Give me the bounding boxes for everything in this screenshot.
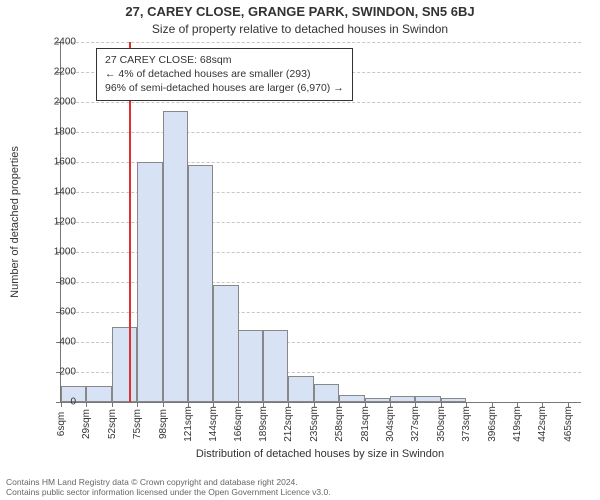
xtick-label: 281sqm xyxy=(360,406,371,442)
xtick-label: 6sqm xyxy=(56,412,67,436)
xtick-label: 419sqm xyxy=(512,406,523,442)
histogram-bar xyxy=(390,396,415,402)
xtick-label: 304sqm xyxy=(385,406,396,442)
histogram-bar xyxy=(112,327,137,402)
footer-attribution: Contains HM Land Registry data © Crown c… xyxy=(6,477,331,497)
plot-area: 6sqm29sqm52sqm75sqm98sqm121sqm144sqm166s… xyxy=(60,42,581,403)
histogram-bar xyxy=(238,330,263,402)
xtick-label: 373sqm xyxy=(461,406,472,442)
ytick-label: 1200 xyxy=(36,217,76,228)
ytick-label: 0 xyxy=(36,397,76,408)
ytick-label: 200 xyxy=(36,367,76,378)
xtick-label: 212sqm xyxy=(283,406,294,442)
histogram-bar xyxy=(137,162,162,402)
ytick-label: 2000 xyxy=(36,97,76,108)
xtick-label: 121sqm xyxy=(183,406,194,442)
footer-line1: Contains HM Land Registry data © Crown c… xyxy=(6,477,331,487)
y-axis-label: Number of detached properties xyxy=(8,42,22,402)
xtick-mark xyxy=(163,402,164,407)
xtick-label: 258sqm xyxy=(334,406,345,442)
histogram-bar xyxy=(415,396,440,402)
gridline xyxy=(61,102,581,103)
xtick-label: 52sqm xyxy=(107,409,118,439)
histogram-bar xyxy=(288,376,313,402)
x-axis-label: Distribution of detached houses by size … xyxy=(60,448,580,460)
chart-subtitle: Size of property relative to detached ho… xyxy=(0,22,600,36)
footer-line2: Contains public sector information licen… xyxy=(6,487,331,497)
ytick-label: 1000 xyxy=(36,247,76,258)
gridline xyxy=(61,132,581,133)
annotation-line: 96% of semi-detached houses are larger (… xyxy=(105,81,344,95)
xtick-mark xyxy=(86,402,87,407)
ytick-label: 400 xyxy=(36,337,76,348)
histogram-bar xyxy=(213,285,238,402)
xtick-label: 189sqm xyxy=(258,406,269,442)
histogram-bar xyxy=(188,165,213,402)
histogram-bar xyxy=(365,398,390,403)
xtick-label: 442sqm xyxy=(537,406,548,442)
ytick-label: 1600 xyxy=(36,157,76,168)
annotation-box: 27 CAREY CLOSE: 68sqm← 4% of detached ho… xyxy=(96,48,353,101)
xtick-label: 144sqm xyxy=(208,406,219,442)
histogram-bar xyxy=(163,111,188,402)
histogram-bar xyxy=(441,398,466,403)
annotation-line: ← 4% of detached houses are smaller (293… xyxy=(105,67,344,81)
ytick-label: 1800 xyxy=(36,127,76,138)
chart-container: { "titles": { "address": "27, CAREY CLOS… xyxy=(0,0,600,500)
xtick-label: 235sqm xyxy=(309,406,320,442)
ytick-label: 800 xyxy=(36,277,76,288)
xtick-label: 98sqm xyxy=(158,409,169,439)
annotation-line: 27 CAREY CLOSE: 68sqm xyxy=(105,53,344,67)
xtick-label: 396sqm xyxy=(487,406,498,442)
xtick-label: 350sqm xyxy=(436,406,447,442)
ytick-label: 600 xyxy=(36,307,76,318)
ytick-label: 1400 xyxy=(36,187,76,198)
xtick-label: 327sqm xyxy=(410,406,421,442)
histogram-bar xyxy=(314,384,339,402)
xtick-mark xyxy=(137,402,138,407)
xtick-label: 75sqm xyxy=(132,409,143,439)
gridline xyxy=(61,42,581,43)
histogram-bar xyxy=(263,330,288,402)
ytick-label: 2200 xyxy=(36,67,76,78)
xtick-label: 29sqm xyxy=(81,409,92,439)
xtick-mark xyxy=(112,402,113,407)
histogram-bar xyxy=(339,395,364,403)
xtick-label: 166sqm xyxy=(233,406,244,442)
ytick-label: 2400 xyxy=(36,37,76,48)
chart-title-address: 27, CAREY CLOSE, GRANGE PARK, SWINDON, S… xyxy=(0,4,600,19)
histogram-bar xyxy=(86,386,111,403)
xtick-label: 465sqm xyxy=(563,406,574,442)
